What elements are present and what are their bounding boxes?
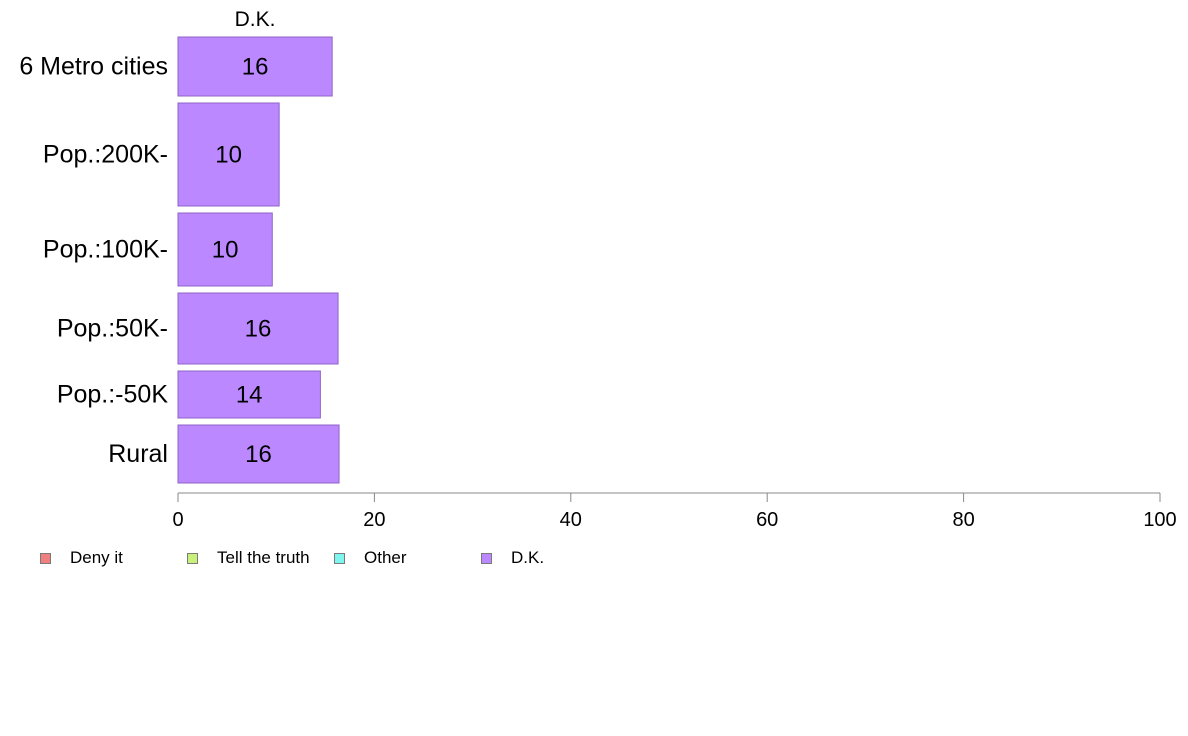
category-label: Pop.:50K- (57, 315, 168, 343)
category-label: Pop.:200K- (43, 141, 168, 169)
bar-segment (177, 370, 321, 419)
bar-value-label: 16 (245, 441, 272, 468)
x-tick-label: 20 (363, 509, 385, 531)
category-label: Pop.:-50K (57, 381, 169, 409)
bar-segment (177, 424, 340, 484)
bar-value-label: 10 (215, 142, 242, 169)
legend-label: D.K. (511, 548, 545, 567)
bar-segment (177, 102, 280, 207)
x-tick-label: 0 (172, 509, 183, 531)
category-labels: 6 Metro cities Pop.:200K- Pop.:100K- Pop.:5… (19, 53, 168, 469)
legend-swatch (40, 552, 51, 564)
bar-segment (177, 212, 273, 287)
legend-label: Tell the truth (217, 548, 310, 567)
legend-label: Other (364, 548, 407, 567)
x-tick-label: 100 (1143, 509, 1176, 531)
legend-item: Tell the truth (187, 545, 310, 571)
x-tick-label: 60 (756, 509, 778, 531)
legend-swatch (187, 552, 198, 564)
category-label: 6 Metro cities (19, 53, 168, 81)
bar-value-label: 16 (242, 54, 269, 81)
category-label: Rural (108, 440, 168, 468)
bar-segment (177, 36, 333, 97)
legend-swatch (334, 552, 345, 564)
legend-item: D.K. (481, 545, 544, 571)
bar-value-label: 14 (236, 382, 263, 409)
x-tick-label: 80 (952, 509, 974, 531)
x-axis: 0 20 40 60 80 100 (172, 492, 1177, 531)
bars-group: 16 10 10 16 14 16 (177, 36, 340, 484)
legend-swatch (481, 552, 492, 564)
legend-item: Deny it (40, 545, 123, 571)
segment-header-label: D.K. (235, 8, 276, 31)
legend-item: Other (334, 545, 407, 571)
bar-value-label: 16 (245, 316, 272, 343)
category-label: Pop.:100K- (43, 236, 168, 264)
legend: Deny it Tell the truth Other D.K. (0, 545, 700, 571)
x-tick-label: 40 (560, 509, 582, 531)
legend-label: Deny it (70, 548, 123, 567)
bar-value-label: 10 (212, 237, 239, 264)
bar-segment (177, 292, 339, 365)
